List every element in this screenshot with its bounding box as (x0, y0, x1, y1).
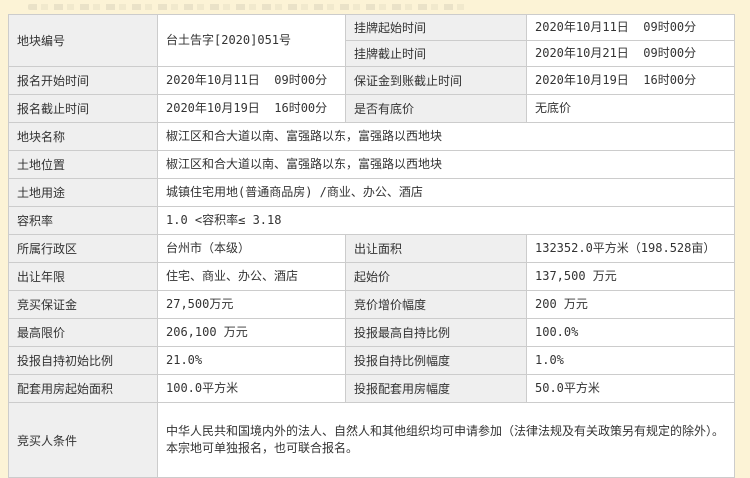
field-value-self-hold-ratio-step: 1.0% (526, 346, 735, 375)
table-row: 投报自持初始比例 21.0% 投报自持比例幅度 1.0% (8, 346, 735, 375)
field-label-max-price: 最高限价 (8, 318, 158, 347)
table-row: 土地位置 椒江区和合大道以南、富强路以东，富强路以西地块 (8, 150, 735, 179)
field-value-max-self-hold-ratio: 100.0% (526, 318, 735, 347)
field-value-admin-region: 台州市（本级） (157, 234, 346, 263)
field-label-support-house-start-area: 配套用房起始面积 (8, 374, 158, 403)
field-value-support-house-step: 50.0平方米 (526, 374, 735, 403)
field-label-transfer-area: 出让面积 (345, 234, 527, 263)
field-value-support-house-start-area: 100.0平方米 (157, 374, 346, 403)
table-row: 竞买人条件 中华人民共和国境内外的法人、自然人和其他组织均可申请参加（法律法规及… (8, 402, 735, 478)
field-label-bidder-conditions: 竞买人条件 (8, 402, 158, 478)
field-label-bid-deposit: 竞买保证金 (8, 290, 158, 319)
field-value-init-self-hold-ratio: 21.0% (157, 346, 346, 375)
land-auction-info-table: 地块编号 台土告字[2020]051号 挂牌起始时间 2020年10月11日 0… (8, 14, 735, 478)
field-value-land-use: 城镇住宅用地(普通商品房) /商业、办公、酒店 (157, 178, 735, 207)
table-row: 地块名称 椒江区和合大道以南、富强路以东，富强路以西地块 (8, 122, 735, 151)
field-label-bid-increment: 竞价增价幅度 (345, 290, 527, 319)
table-row: 配套用房起始面积 100.0平方米 投报配套用房幅度 50.0平方米 (8, 374, 735, 403)
field-value-bid-increment: 200 万元 (526, 290, 735, 319)
field-label-land-location: 土地位置 (8, 150, 158, 179)
field-value-plot-ratio: 1.0 <容积率≤ 3.18 (157, 206, 735, 235)
page: { "page": { "background_color": "#fcf3d6… (8, 4, 735, 478)
field-label-deposit-deadline: 保证金到账截止时间 (345, 66, 527, 95)
field-label-init-self-hold-ratio: 投报自持初始比例 (8, 346, 158, 375)
field-label-land-use: 土地用途 (8, 178, 158, 207)
field-label-listing-end: 挂牌截止时间 (345, 40, 527, 67)
field-label-support-house-step: 投报配套用房幅度 (345, 374, 527, 403)
field-label-start-price: 起始价 (345, 262, 527, 291)
field-label-signup-start: 报名开始时间 (8, 66, 158, 95)
field-label-listing-start: 挂牌起始时间 (345, 14, 527, 41)
field-value-transfer-area: 132352.0平方米（198.528亩） (526, 234, 735, 263)
table-row: 竞买保证金 27,500万元 竞价增价幅度 200 万元 (8, 290, 735, 319)
field-label-plot-ratio: 容积率 (8, 206, 158, 235)
table-row: 土地用途 城镇住宅用地(普通商品房) /商业、办公、酒店 (8, 178, 735, 207)
clipped-title-text (28, 4, 468, 10)
field-value-bid-deposit: 27,500万元 (157, 290, 346, 319)
table-row: 挂牌截止时间 2020年10月21日 09时00分 (9, 40, 735, 67)
field-value-has-reserve-price: 无底价 (526, 94, 735, 123)
field-label-signup-end: 报名截止时间 (8, 94, 158, 123)
table-row: 容积率 1.0 <容积率≤ 3.18 (8, 206, 735, 235)
field-value-land-location: 椒江区和合大道以南、富强路以东，富强路以西地块 (157, 150, 735, 179)
field-label-plot-number: 地块编号 (8, 14, 158, 67)
table-row: 报名截止时间 2020年10月19日 16时00分 是否有底价 无底价 (8, 94, 735, 123)
field-value-transfer-term: 住宅、商业、办公、酒店 (157, 262, 346, 291)
table-row: 出让年限 住宅、商业、办公、酒店 起始价 137,500 万元 (8, 262, 735, 291)
table-row: 报名开始时间 2020年10月11日 09时00分 保证金到账截止时间 2020… (8, 66, 735, 95)
table-row: 所属行政区 台州市（本级） 出让面积 132352.0平方米（198.528亩） (8, 234, 735, 263)
field-value-signup-end: 2020年10月19日 16时00分 (157, 94, 346, 123)
field-value-max-price: 206,100 万元 (157, 318, 346, 347)
field-value-start-price: 137,500 万元 (526, 262, 735, 291)
field-label-transfer-term: 出让年限 (8, 262, 158, 291)
field-value-listing-start: 2020年10月11日 09时00分 (526, 14, 735, 41)
field-label-admin-region: 所属行政区 (8, 234, 158, 263)
field-value-deposit-deadline: 2020年10月19日 16时00分 (526, 66, 735, 95)
field-value-plot-name: 椒江区和合大道以南、富强路以东，富强路以西地块 (157, 122, 735, 151)
table-row: 地块编号 台土告字[2020]051号 挂牌起始时间 2020年10月11日 0… (8, 14, 735, 67)
field-label-plot-name: 地块名称 (8, 122, 158, 151)
field-label-max-self-hold-ratio: 投报最高自持比例 (345, 318, 527, 347)
field-label-self-hold-ratio-step: 投报自持比例幅度 (345, 346, 527, 375)
field-value-signup-start: 2020年10月11日 09时00分 (157, 66, 346, 95)
field-label-has-reserve-price: 是否有底价 (345, 94, 527, 123)
field-value-bidder-conditions: 中华人民共和国境内外的法人、自然人和其他组织均可申请参加（法律法规及有关政策另有… (157, 402, 735, 478)
table-row: 最高限价 206,100 万元 投报最高自持比例 100.0% (8, 318, 735, 347)
field-value-plot-number: 台土告字[2020]051号 (157, 14, 346, 67)
field-value-listing-end: 2020年10月21日 09时00分 (526, 40, 735, 67)
